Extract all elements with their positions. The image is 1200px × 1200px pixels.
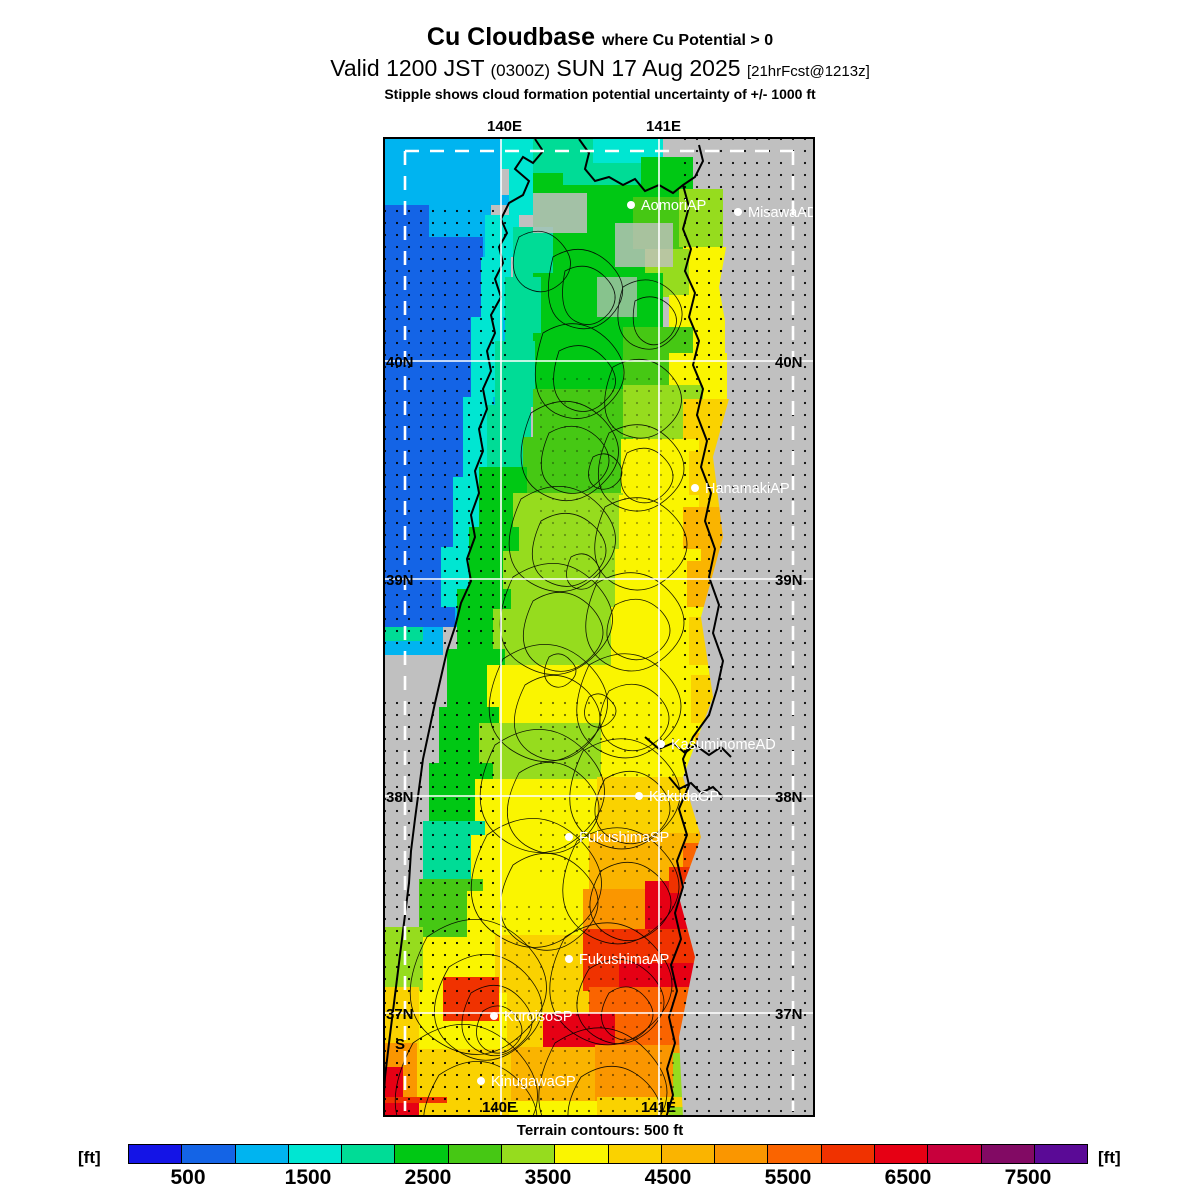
colorbar-tick-500: 500 xyxy=(170,1166,206,1189)
lon-label-top-140e: 140E xyxy=(487,118,523,135)
lat-label-right-39n: 39N xyxy=(775,572,803,589)
colorbar-tick-3500: 3500 xyxy=(524,1166,572,1189)
colorbar-segment-5 xyxy=(395,1145,449,1163)
station-kinugawagp[interactable]: KinugawaGP xyxy=(477,1074,576,1090)
forecast-tag: [21hrFcst@1213z] xyxy=(746,63,870,80)
colorbar-area: Terrain contours: 500 ft [ft] [ft] 500 15… xyxy=(0,1122,1200,1200)
station-label: AomoriAP xyxy=(641,198,706,214)
stipple-note: Stipple shows cloud formation potential … xyxy=(384,85,816,102)
colorbar-segment-12 xyxy=(768,1145,822,1163)
terrain-contour-note: Terrain contours: 500 ft xyxy=(516,1122,684,1139)
station-misawaad[interactable]: MisawaAD xyxy=(734,205,815,221)
station-label: HanamakiAP xyxy=(705,481,790,497)
map-frame-border xyxy=(383,137,815,1117)
grey-patch-mutsu xyxy=(615,223,673,267)
station-dot xyxy=(635,792,643,800)
station-dot xyxy=(691,484,699,492)
station-aomoriap[interactable]: AomoriAP xyxy=(627,198,706,214)
lat-label-left-39n: 39N xyxy=(386,572,414,589)
colorbar-segment-1 xyxy=(182,1145,236,1163)
station-dot xyxy=(734,208,742,216)
colorbar-segment-6 xyxy=(448,1145,502,1163)
colorbar-tick-labels: 500 1500 2500 3500 4500 5500 6500 7500 xyxy=(128,1166,1088,1192)
station-fukushimaap[interactable]: FukushimaAP xyxy=(565,952,669,968)
station-hanamakiap[interactable]: HanamakiAP xyxy=(691,481,790,497)
domain-boundary-box xyxy=(403,149,795,1111)
valid-utc: (0300Z) xyxy=(490,61,551,80)
page-title: Cu Cloudbase where Cu Potential > 0 xyxy=(0,24,1200,51)
station-dot xyxy=(565,833,573,841)
colorbar-tick-7500: 7500 xyxy=(1004,1166,1052,1189)
colorbar-unit-right: [ft] xyxy=(1098,1148,1121,1167)
station-fukushimasp[interactable]: FukushimaSP xyxy=(565,830,669,846)
lat-label-right-37n: 37N xyxy=(775,1006,803,1023)
colorbar-segment-11 xyxy=(715,1145,769,1163)
station-label: FukushimaAP xyxy=(579,952,669,968)
colorbar-tick-4500: 4500 xyxy=(644,1166,692,1189)
valid-time-line: Valid 1200 JST (0300Z) SUN 17 Aug 2025 [… xyxy=(0,56,1200,81)
title-main: Cu Cloudbase xyxy=(426,23,595,51)
lat-label-right-40n: 40N xyxy=(775,354,803,371)
lat-label-left-40n: 40N xyxy=(386,354,414,371)
station-markers[interactable]: AomoriAP MisawaAD HanamakiAP KasuminomeA… xyxy=(477,198,815,1090)
colorbar-segment-2 xyxy=(235,1145,289,1163)
station-dot xyxy=(565,955,573,963)
valid-date: SUN 17 Aug 2025 xyxy=(556,55,741,81)
colorbar-gradient[interactable] xyxy=(128,1144,1088,1164)
station-kuroisosp[interactable]: KuroisoSP xyxy=(490,1009,573,1025)
colorbar-segment-3 xyxy=(288,1145,343,1163)
lon-label-bottom-140e: 140E xyxy=(482,1099,517,1116)
colorbar-tick-5500: 5500 xyxy=(764,1166,812,1189)
colorbar-tick-2500: 2500 xyxy=(404,1166,452,1189)
map-canvas[interactable]: AomoriAP MisawaAD HanamakiAP KasuminomeA… xyxy=(383,137,815,1117)
colorbar-segment-14 xyxy=(874,1145,929,1163)
colorbar-segment-10 xyxy=(661,1145,716,1163)
corner-marker-s: S xyxy=(395,1036,405,1053)
lat-label-left-37n: 37N xyxy=(386,1006,414,1023)
lat-label-left-38n: 38N xyxy=(386,789,414,806)
station-dot xyxy=(490,1012,498,1020)
colorbar-segment-0 xyxy=(129,1145,183,1163)
lon-label-top-141e: 141E xyxy=(646,118,682,135)
grid-labels: 40N 40N 39N 39N 38N 38N 37N 37N 140E 141… xyxy=(386,354,803,1116)
colorbar-segment-7 xyxy=(501,1145,556,1163)
colorbar-unit-left: [ft] xyxy=(78,1148,101,1167)
station-label: KuroisoSP xyxy=(504,1009,573,1025)
lat-label-right-38n: 38N xyxy=(775,789,803,806)
colorbar-segment-4 xyxy=(342,1145,396,1163)
grey-patch-towada xyxy=(597,277,637,317)
title-main-suffix: where Cu Potential > 0 xyxy=(601,32,774,49)
colorbar-tick-1500: 1500 xyxy=(284,1166,332,1189)
title-block: Cu Cloudbase where Cu Potential > 0 Vali… xyxy=(0,24,1200,102)
lon-label-bottom-141e: 141E xyxy=(641,1099,676,1116)
station-dot xyxy=(477,1077,485,1085)
station-dot xyxy=(627,201,635,209)
station-label: MisawaAD xyxy=(748,205,815,221)
colorbar-segment-16 xyxy=(981,1145,1035,1163)
station-label: KakudaGP xyxy=(649,789,719,805)
grey-patch-aomori xyxy=(533,193,587,233)
coastline xyxy=(383,138,732,1117)
colorbar-segment-8 xyxy=(555,1145,609,1163)
colorbar-segment-9 xyxy=(608,1145,662,1163)
colorbar-tick-6500: 6500 xyxy=(884,1166,932,1189)
terrain-contours xyxy=(394,230,688,1117)
valid-prefix: Valid 1200 JST xyxy=(330,55,485,81)
station-kasuminomead[interactable]: KasuminomeAD xyxy=(657,737,776,753)
colorbar-segment-13 xyxy=(821,1145,875,1163)
station-dot xyxy=(657,740,665,748)
colorbar-segment-17 xyxy=(1034,1145,1088,1163)
station-label: FukushimaSP xyxy=(579,830,669,846)
station-label: KasuminomeAD xyxy=(671,737,776,753)
forecast-map[interactable]: AomoriAP MisawaAD HanamakiAP KasuminomeA… xyxy=(383,137,815,1117)
colorbar-segment-15 xyxy=(928,1145,982,1163)
lat-lon-gridlines xyxy=(383,137,815,1117)
station-label: KinugawaGP xyxy=(491,1074,576,1090)
station-kakudagp[interactable]: KakudaGP xyxy=(635,789,719,805)
